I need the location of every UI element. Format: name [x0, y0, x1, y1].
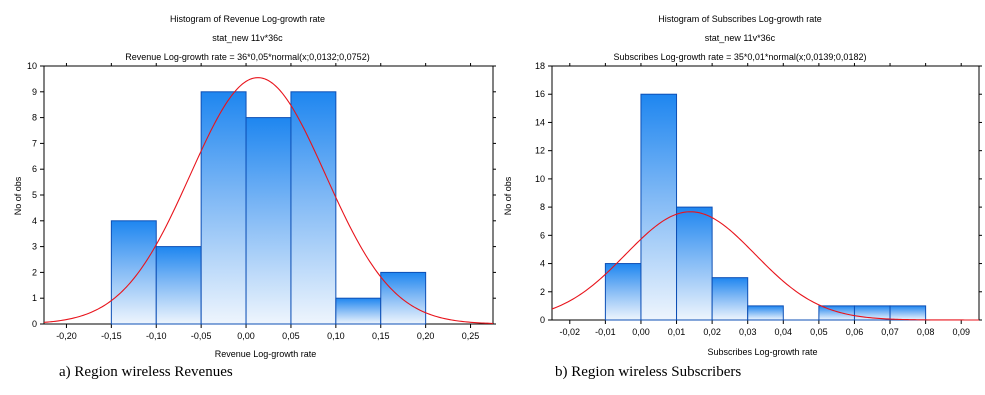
x-tick-label: 0,01 [668, 327, 686, 337]
y-tick-label: 6 [32, 164, 37, 174]
y-tick-label: 2 [540, 287, 545, 297]
histogram-bar [380, 271, 427, 325]
y-tick-label: 3 [32, 242, 37, 252]
x-tick-label: 0,05 [810, 327, 828, 337]
histogram-revenue: 0 1 2 3 4 5 6 7 8 9 10 -0,20 -0,15 -0,10 -0,05 0,00 0,05… [27, 61, 496, 341]
y-tick-label: 8 [540, 202, 545, 212]
histogram-bar [110, 220, 157, 325]
histogram-bar [335, 297, 382, 325]
y-tick-label: 5 [32, 190, 37, 200]
histogram-bar [889, 305, 927, 321]
x-tick-label: 0,20 [417, 331, 435, 341]
y-axis-label: No of obs [503, 176, 513, 216]
chart-subtitle: stat_new 11v*36c [704, 33, 776, 43]
y-tick-label: 0 [32, 319, 37, 329]
histogram-subscribers: 0 2 4 6 8 10 12 14 16 18 -0,02 -0,01 0,00 0,01 0,02 0,0… [535, 61, 982, 337]
x-tick-label: 0,07 [881, 327, 899, 337]
x-tick-label: 0,15 [372, 331, 390, 341]
x-tick-label: 0,00 [632, 327, 650, 337]
x-tick-label: 0,02 [703, 327, 721, 337]
x-tick-label: 0,00 [237, 331, 255, 341]
histogram-bar [676, 206, 713, 321]
y-tick-label: 8 [32, 113, 37, 123]
chart-title: Histogram of Revenue Log-growth rate [169, 14, 326, 24]
histogram-bar [245, 117, 292, 325]
y-tick-label: 0 [540, 315, 545, 325]
x-tick-label: -0,05 [191, 331, 212, 341]
histogram-bar [200, 91, 247, 325]
figure-caption: b) Region wireless Subscribers [555, 364, 742, 380]
chart-subtitle: stat_new 11v*36c [212, 33, 283, 43]
y-axis-label: No of obs [13, 176, 23, 216]
y-tick-label: 1 [32, 293, 37, 303]
x-axis-label: Revenue Log-growth rate [214, 349, 317, 359]
y-tick-label: 14 [535, 117, 545, 127]
normal-fit-curve [43, 77, 494, 324]
x-tick-label: 0,03 [739, 327, 757, 337]
histogram-bar [711, 277, 749, 321]
y-tick-label: 12 [535, 146, 545, 156]
histogram-bar [818, 305, 855, 321]
x-tick-label: -0,10 [146, 331, 167, 341]
x-tick-label: 0,08 [917, 327, 935, 337]
chart-panel-revenue: Histogram of Revenue Log-growth rate sta… [0, 10, 496, 380]
chart-title: Histogram of Subscribes Log-growth rate [658, 14, 822, 24]
chart-formula: Revenue Log-growth rate = 36*0,05*normal… [125, 52, 370, 62]
x-tick-label: -0,01 [595, 327, 616, 337]
figure-caption: a) Region wireless Revenues [59, 364, 233, 380]
histogram-bar [640, 93, 678, 321]
x-tick-label: 0,09 [952, 327, 970, 337]
histogram-bar [290, 91, 337, 325]
x-tick-label: -0,02 [560, 327, 581, 337]
x-axis-label: Subscribes Log-growth rate [707, 347, 818, 357]
chart-titles: Histogram of Revenue Log-growth rate sta… [0, 10, 495, 67]
chart-panel-subscribers: Histogram of Subscribes Log-growth rate … [495, 0, 985, 395]
x-tick-label: -0,15 [101, 331, 122, 341]
chart-formula: Subscribes Log-growth rate = 35*0,01*nor… [613, 52, 867, 62]
x-tick-label: -0,20 [56, 331, 77, 341]
y-tick-label: 9 [32, 87, 37, 97]
y-tick-label: 4 [32, 216, 37, 226]
x-tick-label: 0,04 [775, 327, 793, 337]
x-tick-label: 0,10 [327, 331, 345, 341]
y-tick-label: 2 [32, 267, 37, 277]
y-tick-label: 16 [535, 89, 545, 99]
y-tick-label: 10 [27, 61, 37, 71]
normal-fit-curve [551, 211, 979, 321]
y-tick-label: 10 [535, 174, 545, 184]
y-tick-label: 18 [535, 61, 545, 71]
x-tick-label: 0,06 [846, 327, 864, 337]
x-tick-label: 0,25 [462, 331, 480, 341]
x-tick-label: 0,05 [282, 331, 300, 341]
chart-titles: Histogram of Subscribes Log-growth rate … [495, 10, 985, 67]
y-tick-label: 4 [540, 259, 545, 269]
y-tick-label: 7 [32, 138, 37, 148]
y-tick-label: 6 [540, 230, 545, 240]
histogram-bar [604, 263, 642, 321]
histogram-bar [747, 305, 784, 321]
histogram-bar [155, 246, 202, 325]
